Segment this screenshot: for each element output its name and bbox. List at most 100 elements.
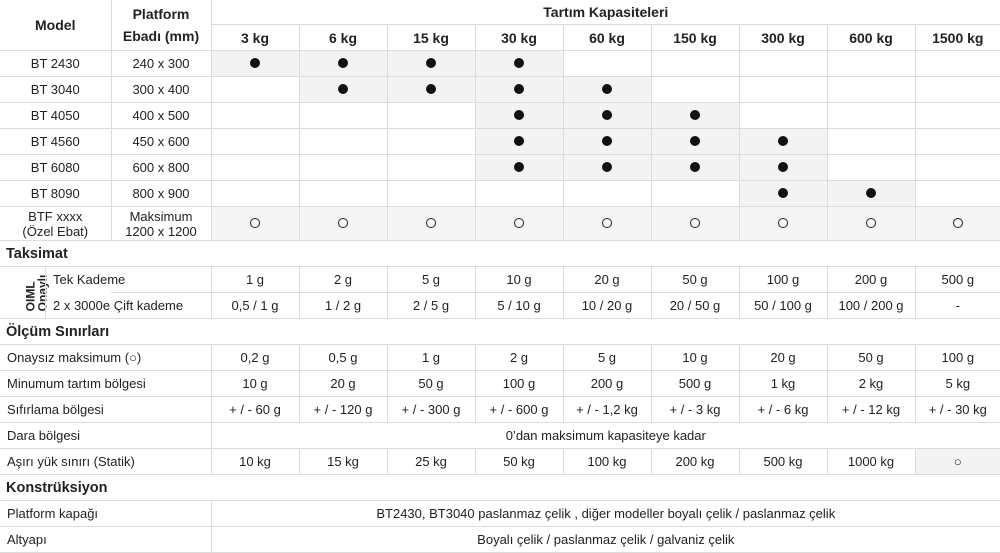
model-name: BT 2430	[0, 50, 112, 77]
value-cell: 10 g	[474, 266, 564, 293]
value-cell: + / - 30 kg	[914, 396, 1000, 423]
capacity-cell	[474, 154, 564, 181]
capacity-cell	[298, 206, 388, 241]
capacities-title: Tartım Kapasiteleri	[210, 0, 1000, 25]
value-cell: 20 g	[562, 266, 652, 293]
capacity-cell	[650, 50, 740, 77]
capacity-cell	[210, 76, 300, 103]
model-name: BT 4560	[0, 128, 112, 155]
tare-row: Dara bölgesi 0’dan maksimum kapasiteye ka…	[0, 422, 1000, 449]
section-title: Ölçüm Sınırları	[0, 318, 1000, 345]
value-cell: 200 g	[562, 370, 652, 397]
platform-size: 450 x 600	[110, 128, 212, 155]
open-circle-icon	[690, 218, 700, 228]
platform-size: 240 x 300	[110, 50, 212, 77]
value-cell: + / - 12 kg	[826, 396, 916, 423]
section-taksimat: Taksimat	[0, 240, 1000, 267]
filled-circle-icon	[690, 162, 700, 172]
value-cell: 1 g	[386, 344, 476, 371]
capacity-cell	[562, 102, 652, 129]
oiml-divider	[45, 267, 46, 318]
tare-value: 0’dan maksimum kapasiteye kadar	[210, 422, 1000, 449]
capacity-cell	[474, 102, 564, 129]
capacity-cell	[562, 76, 652, 103]
value-cell: + / - 120 g	[298, 396, 388, 423]
capacity-header: 6 kg	[298, 24, 388, 51]
filled-circle-icon	[338, 84, 348, 94]
value-cell: 500 g	[914, 266, 1000, 293]
model-row: BT 2430 240 x 300	[0, 50, 1000, 77]
header-row: Model Platform Ebadı (mm) Tartım Kapasitele…	[0, 0, 1000, 51]
filled-circle-icon	[514, 162, 524, 172]
section-title: Konstrüksiyon	[0, 474, 1000, 501]
row-label-text: 2 x 3000e Çift kademe	[53, 298, 184, 313]
model-row: BT 3040 300 x 400	[0, 76, 1000, 103]
filled-circle-icon	[602, 110, 612, 120]
capacity-cell	[650, 154, 740, 181]
value-cell: + / - 60 g	[210, 396, 300, 423]
capacity-cell	[474, 206, 564, 241]
value-cell: 1 kg	[738, 370, 828, 397]
filled-circle-icon	[602, 136, 612, 146]
capacity-header: 30 kg	[474, 24, 564, 51]
capacity-cell	[562, 154, 652, 181]
value-cell: 200 kg	[650, 448, 740, 475]
capacity-cell	[298, 76, 388, 103]
row-label: Onaysız maksimum (○)	[0, 344, 212, 371]
filled-circle-icon	[778, 188, 788, 198]
filled-circle-icon	[426, 84, 436, 94]
value-cell: 100 g	[474, 370, 564, 397]
value-cell: 50 g	[826, 344, 916, 371]
model-row: BT 6080 600 x 800	[0, 154, 1000, 181]
capacity-cell	[562, 180, 652, 207]
value-cell: 0,2 g	[210, 344, 300, 371]
capacity-cell	[474, 180, 564, 207]
custom-platform-size: Maksimum 1200 x 1200	[110, 206, 212, 241]
capacity-cell	[914, 180, 1000, 207]
capacity-cell	[914, 76, 1000, 103]
filled-circle-icon	[514, 84, 524, 94]
value-cell: ○	[914, 448, 1000, 475]
open-circle-icon	[866, 218, 876, 228]
value-cell: 200 g	[826, 266, 916, 293]
model-name: BT 4050	[0, 102, 112, 129]
platform-size: 600 x 800	[110, 154, 212, 181]
construction-row: Platform kapağı BT2430, BT3040 paslanmaz …	[0, 500, 1000, 527]
capacity-cell	[386, 76, 476, 103]
capacity-cell	[738, 50, 828, 77]
model-name: BT 8090	[0, 180, 112, 207]
construction-row: Altyapı Boyalı çelik / paslanmaz çelik / …	[0, 526, 1000, 553]
construction-value: BT2430, BT3040 paslanmaz çelik , diğer m…	[210, 500, 1000, 527]
capacity-cell	[738, 180, 828, 207]
filled-circle-icon	[866, 188, 876, 198]
oiml-line2: Onaylı	[35, 274, 50, 311]
capacity-cell	[474, 128, 564, 155]
open-circle-icon	[952, 218, 963, 228]
capacity-header: 600 kg	[826, 24, 916, 51]
custom-model-line1: BTF xxxx	[28, 208, 83, 224]
capacity-header-row: 3 kg 6 kg 15 kg 30 kg 60 kg 150 kg 300 kg 600 k…	[0, 24, 1000, 51]
capacity-cell	[298, 50, 388, 77]
value-cell: 1 / 2 g	[298, 292, 388, 319]
section-konstruksiyon: Konstrüksiyon	[0, 474, 1000, 501]
value-cell: 500 kg	[738, 448, 828, 475]
custom-size-line1: Maksimum	[129, 208, 193, 224]
filled-circle-icon	[602, 84, 612, 94]
value-cell: 10 kg	[210, 448, 300, 475]
capacity-cell	[914, 154, 1000, 181]
row-label: Dara bölgesi	[0, 422, 212, 449]
row-label: Aşırı yük sınırı (Statik)	[0, 448, 212, 475]
open-circle-icon	[778, 218, 788, 228]
platform-header-line2: Ebadı (mm)	[122, 28, 200, 44]
capacity-cell	[210, 102, 300, 129]
value-cell: 10 g	[650, 344, 740, 371]
row-label: Platform kapağı	[0, 500, 212, 527]
section-title: Taksimat	[0, 240, 1000, 267]
filled-circle-icon	[690, 136, 700, 146]
capacity-cell	[210, 206, 300, 241]
value-cell: 50 g	[650, 266, 740, 293]
capacity-cell	[386, 180, 476, 207]
capacity-cell	[298, 128, 388, 155]
